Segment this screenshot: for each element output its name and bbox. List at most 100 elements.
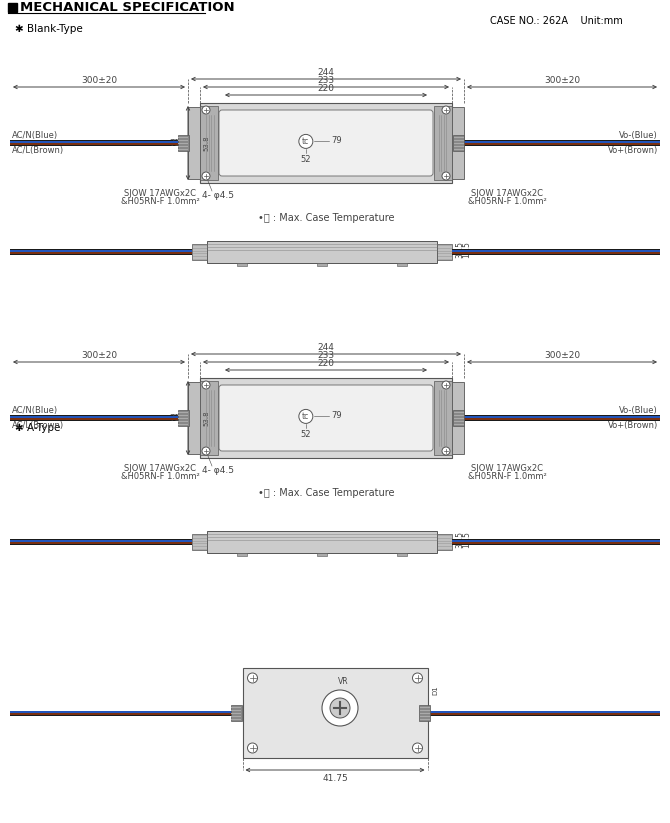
- Bar: [178, 137, 188, 138]
- Bar: [438, 254, 452, 256]
- Bar: [397, 553, 407, 556]
- Text: 244: 244: [318, 68, 334, 77]
- Bar: [437, 534, 452, 550]
- Bar: [207, 531, 437, 553]
- Bar: [437, 244, 452, 260]
- Bar: [193, 536, 207, 537]
- Bar: [454, 412, 464, 413]
- Text: 300±20: 300±20: [544, 76, 580, 85]
- Bar: [454, 137, 464, 138]
- Bar: [438, 249, 452, 250]
- Text: 52: 52: [301, 155, 311, 164]
- Bar: [10, 249, 192, 252]
- Bar: [419, 713, 429, 714]
- Bar: [438, 539, 452, 541]
- Text: 52: 52: [301, 430, 311, 439]
- Text: 37.5: 37.5: [455, 531, 464, 548]
- Bar: [200, 378, 452, 458]
- Bar: [230, 709, 241, 711]
- Circle shape: [247, 673, 257, 683]
- Circle shape: [413, 743, 423, 753]
- Text: VR: VR: [338, 677, 348, 686]
- Circle shape: [247, 743, 257, 753]
- Bar: [188, 107, 200, 179]
- Bar: [193, 544, 207, 546]
- Bar: [452, 540, 660, 542]
- Bar: [230, 706, 241, 708]
- Text: SJOW 17AWGx2C: SJOW 17AWGx2C: [124, 464, 196, 473]
- Bar: [207, 241, 437, 263]
- Circle shape: [442, 106, 450, 114]
- Text: AC/L(Brown): AC/L(Brown): [12, 421, 64, 430]
- FancyBboxPatch shape: [219, 110, 433, 176]
- Bar: [200, 106, 218, 180]
- Bar: [178, 424, 188, 425]
- Bar: [454, 424, 464, 425]
- Text: 220: 220: [318, 359, 334, 368]
- Bar: [429, 711, 660, 713]
- Bar: [193, 246, 207, 248]
- Bar: [8, 3, 17, 12]
- Circle shape: [202, 381, 210, 389]
- Text: tc: tc: [302, 412, 310, 421]
- Text: CASE NO.: 262A    Unit:mm: CASE NO.: 262A Unit:mm: [490, 16, 622, 26]
- Bar: [193, 547, 207, 549]
- Text: AC/L(Brown): AC/L(Brown): [12, 146, 64, 155]
- Bar: [454, 148, 464, 150]
- Text: &H05RN-F 1.0mm²: &H05RN-F 1.0mm²: [121, 197, 200, 206]
- Bar: [192, 534, 207, 550]
- Text: 79: 79: [331, 411, 342, 420]
- Text: 37.5: 37.5: [455, 241, 464, 258]
- Text: 244: 244: [318, 343, 334, 352]
- Text: D1: D1: [433, 686, 438, 695]
- Bar: [230, 713, 241, 714]
- Bar: [178, 148, 188, 150]
- Bar: [454, 421, 464, 422]
- Bar: [178, 410, 189, 426]
- Bar: [178, 421, 188, 422]
- Text: 41.75: 41.75: [322, 774, 348, 783]
- Bar: [317, 263, 327, 266]
- Bar: [419, 705, 429, 721]
- Bar: [237, 263, 247, 266]
- Bar: [10, 418, 188, 421]
- Text: AC/N(Blue): AC/N(Blue): [12, 406, 58, 415]
- Bar: [10, 711, 241, 713]
- Bar: [452, 253, 660, 254]
- Bar: [243, 668, 427, 758]
- Text: 300±20: 300±20: [81, 76, 117, 85]
- Bar: [10, 540, 192, 542]
- Bar: [434, 381, 452, 455]
- Circle shape: [299, 409, 313, 423]
- Text: SJOW 17AWGx2C: SJOW 17AWGx2C: [471, 189, 543, 198]
- Text: 17.5: 17.5: [462, 531, 471, 548]
- Bar: [454, 415, 464, 416]
- Bar: [454, 417, 464, 419]
- Bar: [438, 542, 452, 543]
- Text: 233: 233: [318, 351, 334, 360]
- Text: Vo+(Brown): Vo+(Brown): [608, 146, 658, 155]
- Bar: [192, 244, 207, 260]
- Bar: [193, 539, 207, 541]
- Text: 71: 71: [170, 413, 180, 422]
- Bar: [453, 410, 464, 426]
- Text: SJOW 17AWGx2C: SJOW 17AWGx2C: [124, 189, 196, 198]
- Bar: [178, 412, 188, 413]
- Text: ✱ A-Type: ✱ A-Type: [15, 423, 60, 433]
- Circle shape: [442, 447, 450, 455]
- Bar: [454, 146, 464, 147]
- Text: &H05RN-F 1.0mm²: &H05RN-F 1.0mm²: [121, 472, 200, 481]
- Circle shape: [330, 698, 350, 718]
- Bar: [178, 135, 189, 151]
- Bar: [10, 539, 192, 545]
- Text: SJOW 17AWGx2C: SJOW 17AWGx2C: [471, 464, 543, 473]
- Bar: [193, 258, 207, 259]
- Bar: [452, 382, 464, 454]
- Bar: [438, 252, 452, 253]
- Bar: [200, 381, 218, 455]
- Bar: [438, 246, 452, 248]
- Bar: [193, 254, 207, 256]
- Bar: [419, 718, 429, 720]
- Bar: [454, 140, 464, 141]
- Bar: [178, 146, 188, 147]
